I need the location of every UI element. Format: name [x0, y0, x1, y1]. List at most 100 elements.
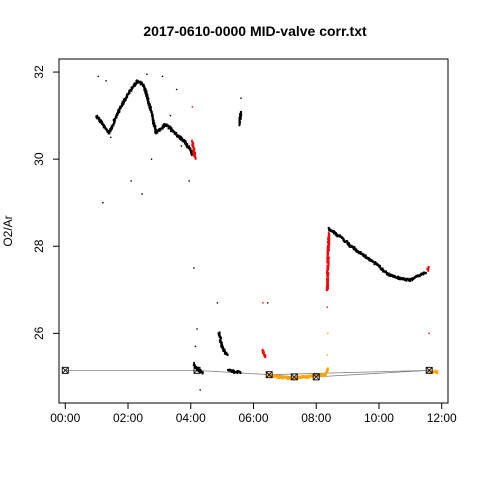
- data-point: [344, 240, 346, 243]
- data-point: [262, 350, 264, 353]
- data-point: [178, 135, 181, 139]
- data-point: [380, 267, 383, 270]
- boxed-x-marker: [193, 366, 201, 374]
- data-point: [239, 117, 242, 120]
- data-point: [109, 130, 112, 133]
- series-0: [95, 73, 427, 391]
- data-point: [228, 368, 231, 371]
- data-point: [275, 376, 278, 379]
- data-point: [327, 236, 330, 239]
- boxed-x-marker: [61, 366, 69, 374]
- marker-layer: [61, 366, 433, 381]
- data-point: [274, 375, 277, 378]
- y-axis-label: O2/Ar: [1, 215, 15, 246]
- data-point: [326, 288, 328, 291]
- data-point: [143, 86, 146, 90]
- data-point: [221, 343, 223, 346]
- data-point: [231, 370, 234, 373]
- data-point: [149, 104, 152, 107]
- data-point: [394, 276, 397, 279]
- data-point: [138, 81, 141, 84]
- data-point: [101, 120, 104, 123]
- data-point: [134, 84, 137, 87]
- data-point: [369, 259, 372, 262]
- data-point: [137, 80, 139, 83]
- scatter-point: [105, 80, 107, 82]
- data-point: [266, 373, 269, 376]
- x-tick-label: 04:00: [176, 411, 206, 425]
- boxed-x-marker: [290, 373, 298, 381]
- data-point: [327, 256, 330, 259]
- data-point: [309, 374, 312, 378]
- data-point: [147, 101, 150, 104]
- y-tick-label: 30: [32, 152, 46, 166]
- data-layer: [95, 73, 439, 391]
- data-point: [143, 85, 146, 88]
- data-point: [436, 372, 439, 375]
- data-point: [161, 127, 164, 130]
- data-point: [128, 92, 131, 95]
- data-point: [327, 237, 329, 241]
- data-point: [217, 332, 220, 335]
- data-point: [376, 263, 379, 266]
- data-point: [427, 370, 430, 373]
- data-point: [297, 376, 300, 379]
- data-point: [114, 119, 116, 122]
- data-point: [123, 97, 126, 100]
- scatter-point: [102, 201, 104, 204]
- data-point: [381, 267, 384, 270]
- data-point: [427, 266, 430, 269]
- data-point: [325, 372, 327, 375]
- data-point: [425, 271, 427, 275]
- data-point: [350, 245, 353, 248]
- data-point: [378, 264, 380, 267]
- series-0-segment-3: [227, 368, 242, 375]
- data-point: [191, 143, 194, 147]
- data-point: [220, 342, 223, 345]
- data-point: [151, 115, 154, 118]
- data-point: [345, 240, 348, 243]
- data-point: [173, 130, 175, 134]
- data-point: [325, 368, 328, 371]
- data-point: [386, 273, 389, 276]
- data-point: [399, 276, 402, 279]
- scatter-point: [141, 193, 143, 195]
- data-point: [262, 352, 265, 355]
- data-point: [355, 248, 358, 251]
- data-point: [159, 127, 162, 130]
- series-1-segment-1: [261, 348, 267, 359]
- data-point: [374, 262, 377, 265]
- data-point: [152, 121, 154, 124]
- data-point: [233, 369, 235, 372]
- data-point: [348, 242, 350, 246]
- data-point: [362, 253, 365, 256]
- data-point: [197, 368, 200, 372]
- data-point: [169, 125, 171, 128]
- scatter-point: [150, 158, 153, 160]
- data-point: [99, 121, 102, 124]
- data-point: [384, 271, 387, 274]
- data-point: [234, 371, 237, 374]
- data-point: [131, 86, 134, 89]
- data-point: [223, 349, 225, 352]
- data-point: [326, 277, 328, 281]
- data-point: [357, 251, 360, 255]
- boxed-x-marker: [312, 373, 320, 381]
- data-point: [294, 377, 296, 380]
- data-point: [156, 131, 158, 134]
- data-point: [191, 141, 194, 144]
- data-point: [191, 145, 194, 148]
- x-tick-label: 12:00: [427, 411, 457, 425]
- data-point: [139, 80, 142, 84]
- data-point: [364, 254, 367, 257]
- data-point: [107, 130, 110, 133]
- series-0-segment-0: [95, 79, 193, 157]
- data-point: [415, 274, 418, 277]
- data-point: [326, 286, 328, 289]
- data-point: [121, 100, 124, 104]
- scatter-point: [161, 75, 164, 78]
- scatter-point: [240, 97, 242, 99]
- data-point: [280, 376, 282, 379]
- data-point: [326, 255, 329, 259]
- data-point: [149, 105, 152, 109]
